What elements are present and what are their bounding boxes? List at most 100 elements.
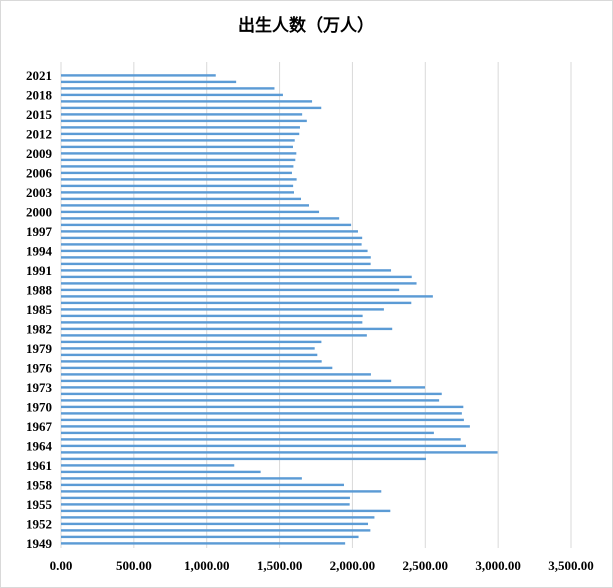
bar: [61, 230, 358, 233]
y-tick-label: 1961: [26, 458, 52, 473]
bar: [61, 399, 440, 402]
bar: [61, 321, 363, 324]
bar: [61, 184, 294, 188]
y-tick-label: 2006: [26, 165, 53, 180]
bar: [61, 314, 363, 318]
bar: [61, 80, 237, 84]
bar: [61, 353, 318, 357]
bar: [61, 282, 417, 285]
bar: [61, 477, 302, 480]
x-tick-label: 0.00: [50, 558, 73, 573]
y-tick-label: 1967: [26, 419, 53, 434]
chart-title: 出生人数（万人）: [238, 15, 374, 36]
bar: [61, 451, 498, 454]
bar: [61, 347, 315, 350]
bar: [61, 93, 283, 97]
x-tick-label: 2,000.00: [330, 558, 376, 573]
bar: [61, 431, 434, 435]
bar: [61, 379, 392, 383]
y-tick-label: 2018: [26, 87, 53, 102]
bar: [61, 490, 382, 493]
bar: [61, 308, 384, 311]
bar: [61, 158, 296, 162]
bar: [61, 503, 350, 506]
bar: [61, 360, 322, 363]
bar: [61, 301, 412, 305]
x-axis-tick-labels: 0.00 500.00 1,000.00 1,500.00 2,000.00 2,500.…: [50, 558, 594, 573]
bar: [61, 275, 412, 279]
bar: [61, 106, 322, 110]
bar: [61, 444, 466, 448]
bar: [61, 327, 393, 331]
bar: [61, 191, 294, 194]
bar: [61, 126, 300, 129]
y-axis-tick-labels: 1949 1952 1955 1958 1961 1964 1967 1970 1973 1976…: [26, 68, 53, 551]
y-tick-label: 1970: [26, 399, 52, 414]
bar: [61, 269, 392, 272]
bar: [61, 139, 295, 142]
bar: [61, 295, 433, 298]
bar: [61, 256, 371, 259]
bar: [61, 535, 359, 539]
bar: [61, 217, 340, 220]
bar: [61, 210, 320, 214]
bar: [61, 470, 261, 474]
y-tick-label: 1997: [26, 224, 53, 239]
bar: [61, 373, 371, 376]
bar: [61, 405, 464, 409]
bar: [61, 522, 369, 526]
y-tick-label: 1979: [26, 341, 53, 356]
bar: [61, 496, 350, 500]
bar: [61, 340, 322, 344]
y-tick-label: 1991: [26, 263, 52, 278]
y-tick-label: 1949: [26, 536, 53, 551]
y-tick-label: 1955: [26, 497, 53, 512]
bar: [61, 236, 363, 240]
bar: [61, 288, 400, 292]
y-tick-label: 1976: [26, 360, 53, 375]
x-tick-label: 2,500.00: [403, 558, 449, 573]
bars: [61, 74, 498, 545]
y-tick-label: 2000: [26, 204, 52, 219]
y-tick-label: 2015: [26, 107, 53, 122]
bar: [61, 113, 303, 116]
y-tick-label: 1994: [26, 243, 53, 258]
y-tick-label: 1952: [26, 516, 52, 531]
bar: [61, 171, 292, 175]
y-tick-label: 1973: [26, 380, 53, 395]
bar: [61, 165, 294, 168]
y-tick-label: 2012: [26, 126, 52, 141]
bar: [61, 392, 442, 396]
bar: [61, 262, 371, 266]
bar: [61, 243, 362, 246]
bar: [61, 249, 368, 253]
bar: [61, 152, 297, 155]
y-tick-label: 1985: [26, 302, 53, 317]
x-tick-label: 3,500.00: [548, 558, 594, 573]
bar: [61, 74, 216, 77]
bar: [61, 132, 300, 136]
y-tick-label: 2021: [26, 68, 52, 83]
bar: [61, 464, 235, 467]
bar: [61, 542, 346, 545]
x-tick-label: 3,000.00: [475, 558, 521, 573]
bar: [61, 438, 461, 441]
bar: [61, 204, 310, 207]
x-tick-label: 500.00: [116, 558, 152, 573]
bar: [61, 145, 293, 149]
bar: [61, 178, 297, 181]
y-tick-label: 1988: [26, 282, 53, 297]
x-tick-label: 1,000.00: [184, 558, 230, 573]
bar: [61, 418, 464, 422]
bar: [61, 457, 427, 461]
y-tick-label: 1982: [26, 321, 52, 336]
bar: [61, 100, 313, 103]
bar: [61, 366, 333, 370]
bar: [61, 119, 307, 123]
bar: [61, 412, 462, 415]
y-tick-label: 1964: [26, 438, 53, 453]
bar: [61, 483, 344, 487]
x-tick-label: 1,500.00: [257, 558, 303, 573]
